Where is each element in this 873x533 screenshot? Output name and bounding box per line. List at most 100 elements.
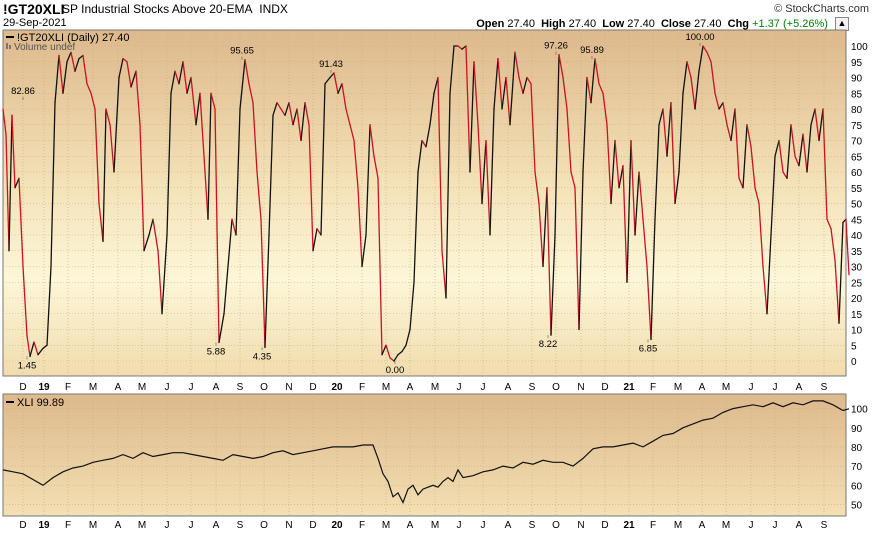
main-series-segment xyxy=(5,133,10,252)
main-series-segment xyxy=(248,83,254,104)
close-value: 27.40 xyxy=(693,17,722,30)
main-series-segment xyxy=(223,265,229,315)
main-series-segment xyxy=(550,234,556,336)
main-series-segment xyxy=(304,102,310,126)
lower-x-tick-label: 21 xyxy=(623,520,635,531)
main-series-segment xyxy=(320,83,326,236)
high-label: High xyxy=(541,17,566,30)
main-series-segment xyxy=(814,108,820,142)
main-x-tick-label: A xyxy=(213,382,220,393)
main-series-segment xyxy=(630,139,636,236)
lower-legend: XLI 99.89 xyxy=(6,397,64,409)
main-series-segment xyxy=(86,83,92,94)
main-x-tick-label: N xyxy=(285,382,292,393)
main-series-segment xyxy=(204,171,209,220)
main-series-segment xyxy=(562,76,568,110)
main-series-segment xyxy=(822,108,828,220)
lower-x-tick-label: J xyxy=(773,520,778,531)
main-series-segment xyxy=(722,102,728,126)
main-series-segment xyxy=(130,70,137,88)
main-series-segment xyxy=(530,83,536,173)
main-series-segment xyxy=(312,228,318,252)
main-series-segment xyxy=(770,155,776,236)
main-series-segment xyxy=(190,76,197,126)
lower-y-tick-label: 90 xyxy=(851,424,863,435)
main-series-segment xyxy=(361,234,367,268)
main-series-segment xyxy=(284,102,290,116)
main-series-segment xyxy=(341,83,347,110)
main-series-segment xyxy=(98,202,104,242)
lower-x-tick-label: J xyxy=(189,520,194,531)
main-y-axis: 0 5 10 15 20 25 30 35 40 45 50 55 60 65 70 75 80 85 90 95 10… xyxy=(851,42,868,368)
main-series-segment xyxy=(126,61,132,88)
main-x-tick-label: J xyxy=(481,382,486,393)
main-y-tick-label: 25 xyxy=(851,278,863,289)
open-label: Open xyxy=(476,17,505,30)
lower-series xyxy=(2,400,850,504)
main-series-segment xyxy=(389,357,395,362)
main-series-segment xyxy=(22,265,28,337)
main-y-tick-label: 5 xyxy=(851,341,857,352)
main-series-segment xyxy=(441,250,447,299)
main-x-tick-label: F xyxy=(65,382,71,393)
lower-x-tick-label: F xyxy=(359,520,365,531)
main-series-segment xyxy=(377,177,383,356)
main-series-segment xyxy=(590,58,596,104)
main-x-tick-label: S xyxy=(237,382,244,393)
main-series-segment xyxy=(29,341,35,358)
main-x-tick-label: O xyxy=(260,382,268,393)
main-series-segment xyxy=(413,171,419,283)
main-y-tick-label: 15 xyxy=(851,310,863,321)
main-series-segment xyxy=(231,218,237,236)
brand-watermark[interactable]: © StockCharts.com xyxy=(774,3,869,15)
main-y-tick-label: 95 xyxy=(851,58,863,69)
main-series-segment xyxy=(534,171,540,205)
main-series-segment xyxy=(774,139,780,157)
main-series-segment xyxy=(353,139,359,189)
lower-y-tick-label: 50 xyxy=(851,500,863,511)
value-label: 97.26 xyxy=(544,41,568,52)
main-series-segment xyxy=(94,108,100,205)
main-x-tick-label: J xyxy=(457,382,462,393)
main-series-segment xyxy=(186,76,192,94)
lower-y-tick-label: 100 xyxy=(851,405,868,416)
value-label: 82.86 xyxy=(11,86,35,97)
main-series-segment xyxy=(66,51,72,63)
main-y-tick-label: 0 xyxy=(851,357,857,368)
main-series-segment xyxy=(264,234,270,348)
main-series-segment xyxy=(810,108,816,126)
lower-plot-background xyxy=(2,393,847,517)
lower-x-tick-label: J xyxy=(749,520,754,531)
main-series-segment xyxy=(586,76,592,104)
main-series-segment xyxy=(37,347,44,356)
main-series-segment xyxy=(554,53,560,236)
main-series-segment xyxy=(70,51,76,72)
main-series-segment xyxy=(365,124,371,236)
main-series-segment xyxy=(252,102,258,173)
main-series-segment xyxy=(526,76,532,85)
main-series-segment xyxy=(501,76,507,110)
main-series-segment xyxy=(570,171,576,189)
lower-x-axis: D 19 F M A M J J A S O N D 20 F M A M J J A S O N D 21 F M A M J J A S xyxy=(19,520,827,531)
main-series-segment xyxy=(457,45,463,50)
main-y-tick-label: 80 xyxy=(851,105,863,116)
lower-x-tick-label: M xyxy=(722,520,730,531)
lower-x-tick-label: O xyxy=(552,520,560,531)
value-label: 95.89 xyxy=(580,45,604,56)
main-x-tick-label: A xyxy=(699,382,706,393)
main-series-segment xyxy=(170,70,176,94)
main-series-segment xyxy=(58,54,64,94)
lower-x-tick-label: A xyxy=(505,520,512,531)
main-series-segment xyxy=(790,124,796,157)
lower-x-tick-label: A xyxy=(699,520,706,531)
main-series-segment xyxy=(437,76,443,252)
main-series-segment xyxy=(734,108,740,179)
main-series-segment xyxy=(505,76,511,126)
low-label: Low xyxy=(602,17,625,30)
lower-x-tick-label: J xyxy=(481,520,486,531)
main-series-segment xyxy=(662,108,668,157)
main-series xyxy=(2,45,850,362)
main-series-segment xyxy=(618,165,624,189)
main-series-segment xyxy=(766,234,772,315)
main-series-segment xyxy=(8,114,13,252)
